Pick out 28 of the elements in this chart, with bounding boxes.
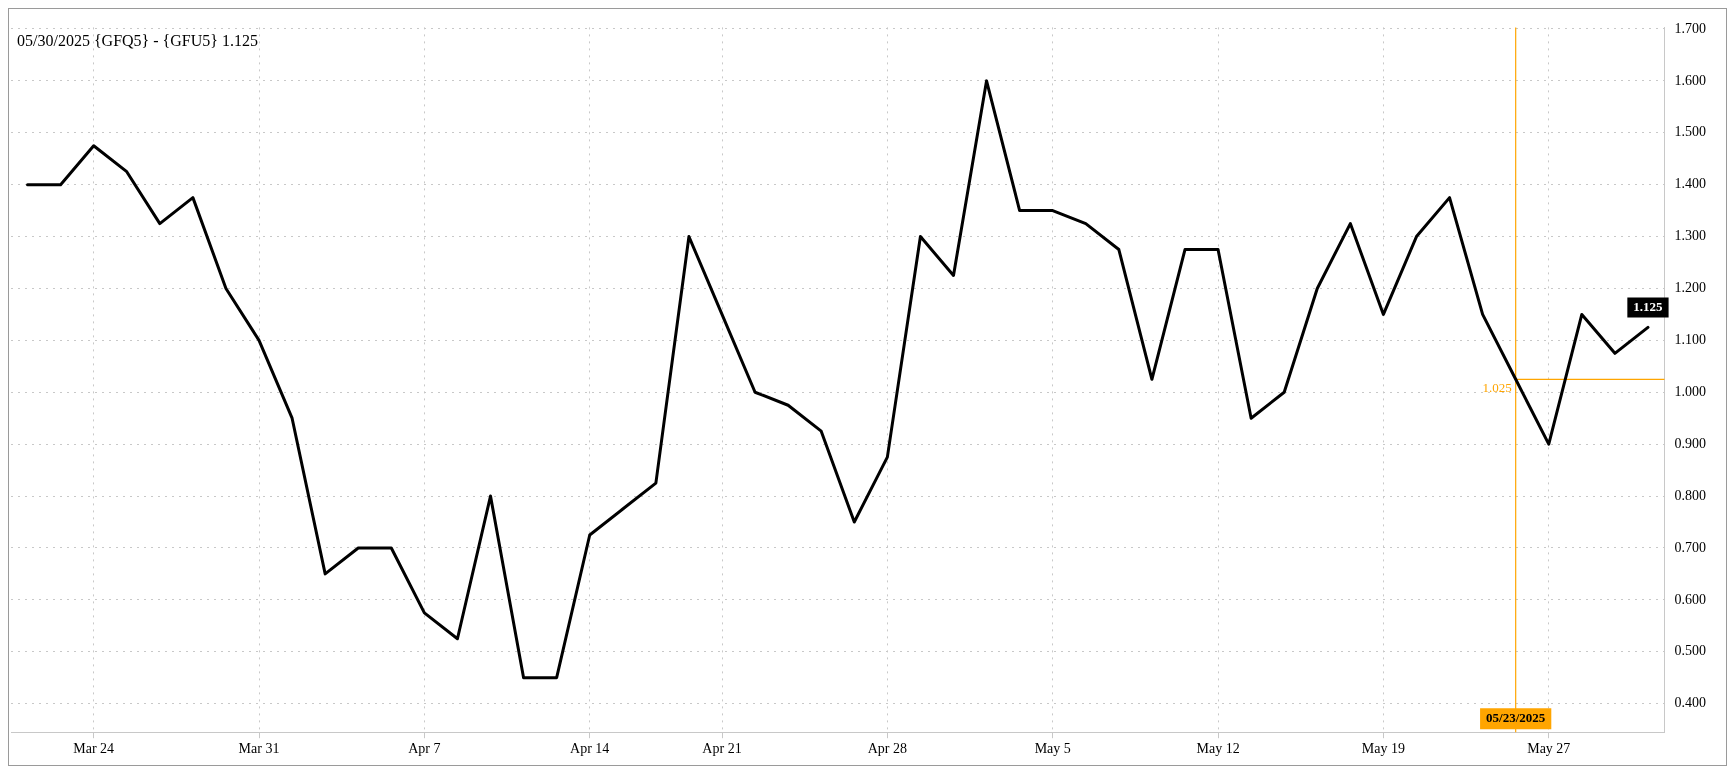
- y-tick-label: 1.700: [1674, 20, 1706, 36]
- x-tick-label: Mar 31: [238, 741, 280, 757]
- x-tick-label: May 19: [1361, 741, 1405, 757]
- x-tick-label: May 5: [1034, 741, 1071, 757]
- y-tick-label: 0.800: [1674, 487, 1706, 503]
- x-tick-label: Apr 7: [408, 741, 441, 757]
- y-tick-label: 0.700: [1674, 539, 1706, 555]
- x-tick-label: Mar 24: [73, 741, 115, 757]
- y-tick-label: 1.500: [1674, 124, 1706, 140]
- x-tick-label: Apr 14: [570, 741, 610, 757]
- y-tick-label: 1.400: [1674, 176, 1706, 192]
- y-tick-label: 0.600: [1674, 591, 1706, 607]
- y-tick-label: 0.900: [1674, 435, 1706, 451]
- y-tick-label: 1.200: [1674, 280, 1706, 296]
- y-tick-label: 1.300: [1674, 228, 1706, 244]
- y-tick-label: 0.400: [1674, 695, 1706, 711]
- data-label: 1.125: [1633, 298, 1664, 314]
- y-tick-label: 0.500: [1674, 643, 1706, 659]
- x-tick-label: 05/23/2025: [1486, 710, 1546, 726]
- chart-title: 05/30/2025 {GFQ5} - {GFU5} 1.125: [17, 31, 258, 49]
- x-tick-label: May 27: [1527, 741, 1571, 757]
- ref-line-label: 1.025: [1482, 380, 1512, 396]
- x-tick-label: May 12: [1196, 741, 1240, 757]
- x-tick-label: Apr 28: [867, 741, 907, 757]
- y-tick-label: 1.000: [1674, 383, 1706, 399]
- x-tick-label: Apr 21: [702, 741, 742, 757]
- y-tick-label: 1.100: [1674, 332, 1706, 348]
- y-tick-label: 1.600: [1674, 72, 1706, 88]
